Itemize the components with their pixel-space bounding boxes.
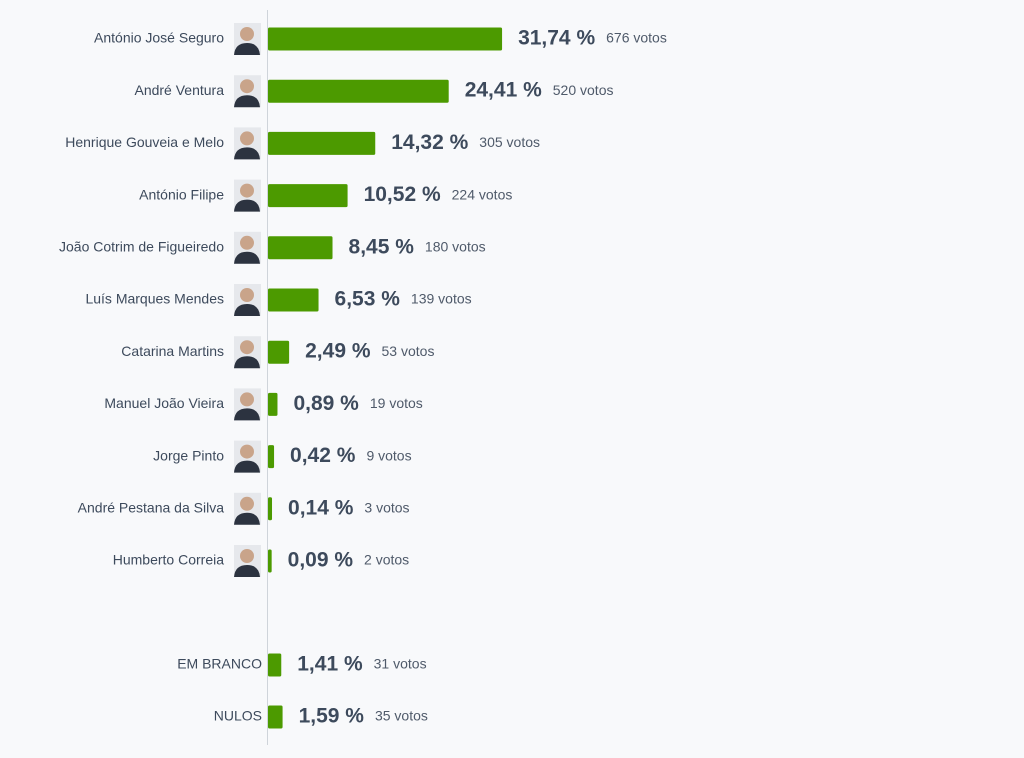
candidate-photo bbox=[234, 75, 261, 108]
bar bbox=[268, 445, 275, 469]
votes-label: 180 votos bbox=[425, 239, 486, 255]
bar bbox=[268, 497, 273, 521]
photo-body bbox=[234, 460, 260, 473]
photo-body bbox=[234, 147, 260, 160]
votes-label: 139 votos bbox=[411, 291, 472, 307]
photo-head bbox=[240, 79, 254, 94]
photo-body bbox=[234, 408, 260, 421]
bar bbox=[268, 131, 376, 155]
bar bbox=[268, 288, 319, 312]
value-label: 1,59 % bbox=[299, 705, 365, 728]
photo-body bbox=[234, 95, 260, 108]
candidate-photo bbox=[234, 23, 261, 55]
bar bbox=[268, 340, 290, 364]
photo-head bbox=[240, 131, 254, 146]
votes-label: 19 votos bbox=[370, 395, 423, 411]
photo-body bbox=[234, 251, 260, 264]
photo-head bbox=[240, 392, 254, 407]
value-label: 8,45 % bbox=[349, 235, 415, 258]
bar bbox=[268, 79, 449, 103]
bar bbox=[268, 392, 278, 416]
votes-label: 520 votos bbox=[553, 82, 614, 98]
value-label: 14,32 % bbox=[391, 131, 468, 154]
category-label: João Cotrim de Figueiredo bbox=[59, 239, 224, 255]
bar bbox=[268, 653, 282, 677]
photo-head bbox=[240, 235, 254, 250]
photo-head bbox=[240, 444, 254, 459]
category-label: Humberto Correia bbox=[113, 552, 224, 568]
photo-body bbox=[234, 565, 260, 577]
photo-head bbox=[240, 27, 254, 41]
votes-label: 676 votos bbox=[606, 30, 667, 46]
photo-head bbox=[240, 183, 254, 198]
candidate-photo bbox=[234, 231, 261, 264]
category-label: André Ventura bbox=[134, 82, 224, 98]
value-label: 10,52 % bbox=[364, 183, 441, 206]
category-label: Catarina Martins bbox=[121, 343, 224, 359]
votes-label: 9 votos bbox=[366, 447, 411, 463]
votes-label: 2 votos bbox=[364, 552, 409, 568]
category-label: NULOS bbox=[214, 708, 262, 724]
photo-body bbox=[234, 512, 260, 525]
candidate-photo bbox=[234, 545, 261, 577]
bar bbox=[268, 27, 503, 51]
photo-head bbox=[240, 288, 254, 302]
candidate-photo bbox=[234, 284, 261, 316]
votes-label: 3 votos bbox=[364, 500, 409, 516]
category-label: Manuel João Vieira bbox=[104, 395, 224, 411]
value-label: 0,42 % bbox=[290, 444, 356, 467]
candidate-photo bbox=[234, 336, 261, 369]
category-label: António José Seguro bbox=[94, 30, 224, 46]
category-label: Luís Marques Mendes bbox=[85, 291, 224, 307]
photo-head bbox=[240, 549, 254, 563]
candidate-photo bbox=[234, 179, 261, 212]
candidate-photo bbox=[234, 388, 261, 421]
value-label: 31,74 % bbox=[518, 27, 595, 50]
value-label: 24,41 % bbox=[465, 79, 542, 102]
value-label: 1,41 % bbox=[297, 653, 363, 676]
bar bbox=[268, 236, 333, 260]
votes-label: 53 votos bbox=[382, 343, 435, 359]
value-label: 6,53 % bbox=[335, 288, 401, 311]
bar bbox=[268, 184, 348, 208]
category-label: Henrique Gouveia e Melo bbox=[65, 134, 224, 150]
candidate-photo bbox=[234, 440, 261, 473]
value-label: 2,49 % bbox=[305, 340, 371, 363]
photo-body bbox=[234, 356, 260, 369]
category-label: Jorge Pinto bbox=[153, 447, 224, 463]
votes-label: 224 votos bbox=[452, 186, 513, 202]
bar bbox=[268, 549, 272, 573]
votes-label: 305 votos bbox=[479, 134, 540, 150]
value-label: 0,09 % bbox=[288, 549, 354, 572]
bar bbox=[268, 705, 283, 729]
photo-body bbox=[234, 43, 260, 55]
photo-head bbox=[240, 340, 254, 355]
value-label: 0,89 % bbox=[293, 392, 359, 415]
value-label: 0,14 % bbox=[288, 496, 354, 519]
photo-body bbox=[234, 199, 260, 212]
photo-body bbox=[234, 304, 260, 316]
votes-label: 35 votos bbox=[375, 708, 428, 724]
candidate-photo bbox=[234, 492, 261, 525]
photo-head bbox=[240, 496, 254, 511]
category-label: EM BRANCO bbox=[177, 656, 262, 672]
candidate-photo bbox=[234, 127, 261, 160]
votes-label: 31 votos bbox=[374, 656, 427, 672]
category-label: António Filipe bbox=[139, 186, 224, 202]
category-label: André Pestana da Silva bbox=[78, 500, 225, 516]
